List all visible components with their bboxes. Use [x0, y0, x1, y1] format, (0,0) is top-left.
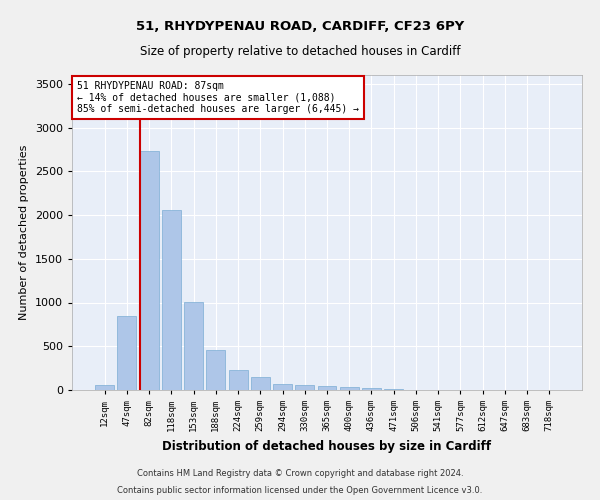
X-axis label: Distribution of detached houses by size in Cardiff: Distribution of detached houses by size … [163, 440, 491, 452]
Bar [317, 386, 337, 390]
Bar [95, 385, 114, 390]
Text: Size of property relative to detached houses in Cardiff: Size of property relative to detached ho… [140, 45, 460, 58]
Text: 51, RHYDYPENAU ROAD, CARDIFF, CF23 6PY: 51, RHYDYPENAU ROAD, CARDIFF, CF23 6PY [136, 20, 464, 33]
Text: 51 RHYDYPENAU ROAD: 87sqm
← 14% of detached houses are smaller (1,088)
85% of se: 51 RHYDYPENAU ROAD: 87sqm ← 14% of detac… [77, 82, 359, 114]
Bar [206, 350, 225, 390]
Bar [251, 377, 270, 390]
Bar [118, 316, 136, 390]
Bar [229, 370, 248, 390]
Bar [295, 385, 314, 390]
Bar [273, 384, 292, 390]
Bar [340, 387, 359, 390]
Bar [384, 389, 403, 390]
Bar [140, 151, 158, 390]
Bar [162, 210, 181, 390]
Bar [362, 388, 381, 390]
Bar [184, 302, 203, 390]
Text: Contains public sector information licensed under the Open Government Licence v3: Contains public sector information licen… [118, 486, 482, 495]
Y-axis label: Number of detached properties: Number of detached properties [19, 145, 29, 320]
Text: Contains HM Land Registry data © Crown copyright and database right 2024.: Contains HM Land Registry data © Crown c… [137, 468, 463, 477]
